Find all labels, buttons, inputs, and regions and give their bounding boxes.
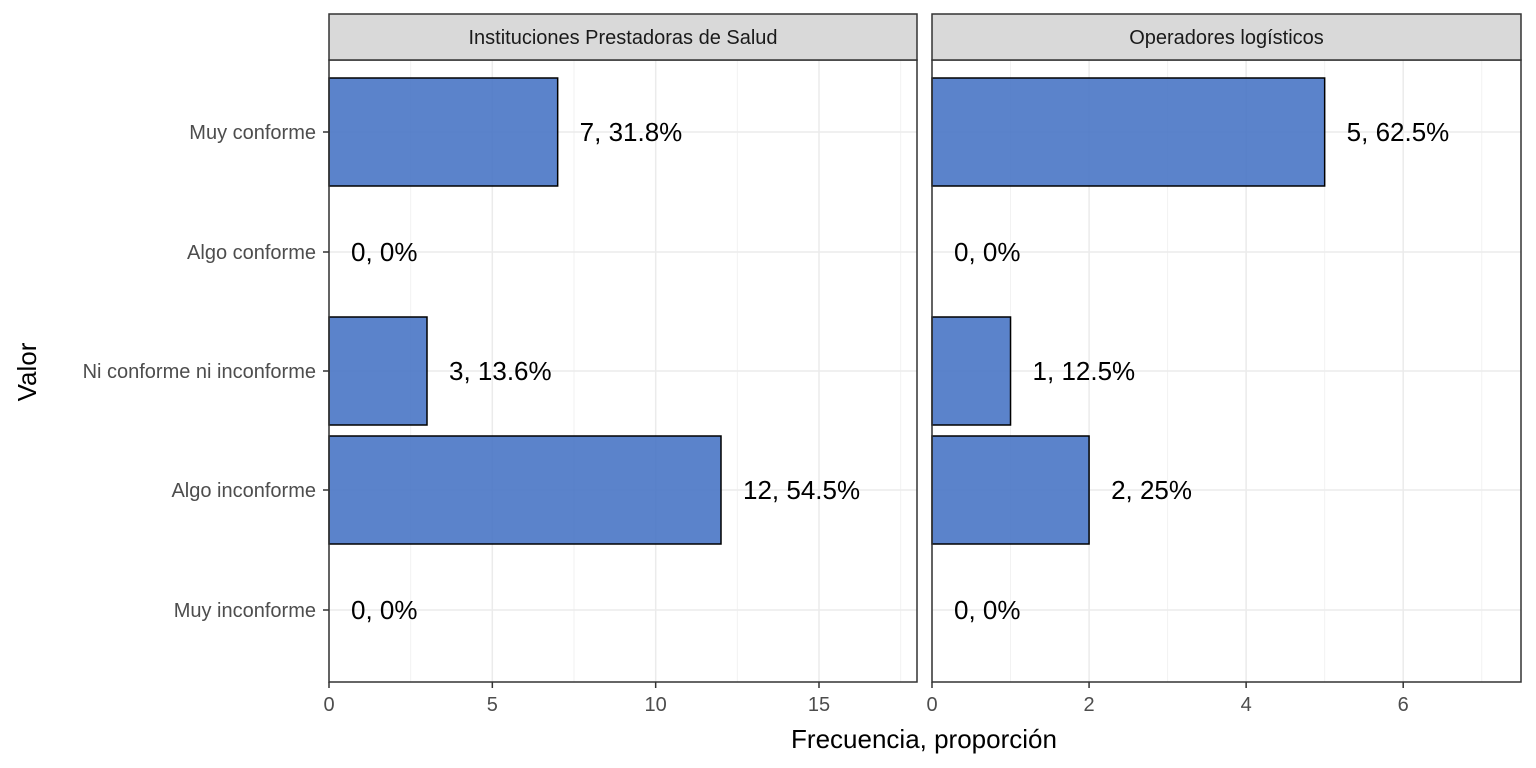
data-label: 0, 0% [351, 237, 418, 267]
x-tick-label: 0 [323, 694, 334, 716]
x-tick-label: 15 [808, 694, 830, 716]
data-label: 0, 0% [954, 237, 1021, 267]
panel-1: 7, 31.8% 0, 0% 3, 13.6% 12, 54.5% 0, 0% Insti… [323, 13, 918, 716]
bar-1 [931, 77, 1326, 187]
panels: 7, 31.8% 0, 0% 3, 13.6% 12, 54.5% 0, 0% Insti… [323, 13, 1522, 716]
x-tick-label: 2 [1084, 694, 1095, 716]
y-axis: Muy conforme Algo conforme Ni conforme ni … [83, 122, 329, 622]
data-label: 2, 25% [1111, 475, 1192, 505]
y-tick-label: Algo inconforme [171, 480, 316, 502]
x-tick-label: 6 [1398, 694, 1409, 716]
facet-title: Instituciones Prestadoras de Salud [468, 27, 777, 49]
x-tick-label: 5 [487, 694, 498, 716]
data-label: 12, 54.5% [743, 475, 860, 505]
bar-1 [328, 77, 559, 187]
data-label: 1, 12.5% [1033, 356, 1136, 386]
x-tick-label: 4 [1241, 694, 1252, 716]
x-tick-label: 10 [645, 694, 667, 716]
facet-strip [931, 13, 1522, 61]
data-label: 0, 0% [351, 595, 418, 625]
y-tick-label: Ni conforme ni inconforme [83, 361, 316, 383]
data-label: 5, 62.5% [1347, 117, 1450, 147]
data-label: 0, 0% [954, 595, 1021, 625]
x-axis-title: Frecuencia, proporción [791, 724, 1057, 754]
panel-2: 5, 62.5% 0, 0% 1, 12.5% 2, 25% 0, 0% Operador… [926, 13, 1522, 716]
facet-title: Operadores logísticos [1129, 27, 1324, 49]
y-tick-label: Muy inconforme [174, 600, 316, 622]
y-tick-label: Muy conforme [189, 122, 316, 144]
bar-3 [931, 316, 1012, 426]
y-axis-title: Valor [12, 342, 42, 401]
data-label: 7, 31.8% [580, 117, 683, 147]
bar-4 [931, 435, 1090, 545]
data-label: 3, 13.6% [449, 356, 552, 386]
x-tick-label: 0 [926, 694, 937, 716]
bar-3 [328, 316, 428, 426]
y-tick-label: Algo conforme [187, 242, 316, 264]
facet-strip [328, 13, 918, 61]
bar-4 [328, 435, 722, 545]
